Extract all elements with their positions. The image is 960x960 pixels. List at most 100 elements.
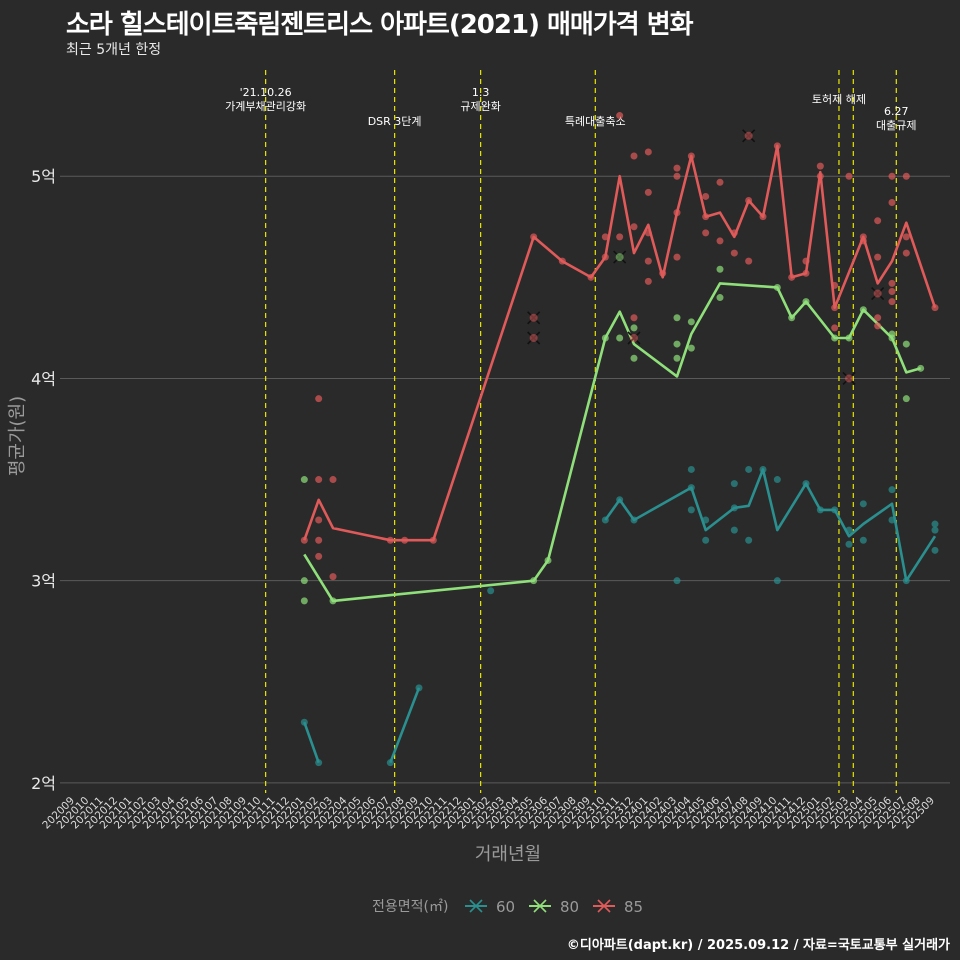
point-85 <box>329 476 337 484</box>
cross-marker-80 <box>613 250 627 264</box>
point-85 <box>587 273 595 281</box>
point-80 <box>300 597 308 605</box>
legend-item-60: 60 <box>465 898 515 916</box>
point-85 <box>831 281 839 289</box>
x-axis-label: 거래년월 <box>475 844 541 865</box>
x-axis-ticks: 2020092020102020112020122021012021022021… <box>40 794 937 831</box>
point-60 <box>687 465 695 473</box>
point-80 <box>630 324 638 332</box>
point-80 <box>773 283 781 291</box>
point-60 <box>315 759 323 767</box>
point-60 <box>845 526 853 534</box>
point-85 <box>888 287 896 295</box>
point-85 <box>874 217 882 225</box>
point-85 <box>816 162 824 170</box>
event-label: '21.10.26 가계부채관리강화 <box>225 86 306 113</box>
point-80 <box>917 364 925 372</box>
point-85 <box>716 178 724 186</box>
y-tick-label: 5억 <box>31 167 56 186</box>
point-85 <box>687 152 695 160</box>
point-80 <box>802 298 810 306</box>
point-85 <box>888 172 896 180</box>
event-label: 1.3 규제완화 <box>460 86 500 113</box>
point-60 <box>386 759 394 767</box>
point-85 <box>558 257 566 265</box>
point-85 <box>931 304 939 312</box>
legend-item-80: 80 <box>529 898 579 916</box>
point-60 <box>730 504 738 512</box>
point-85 <box>315 536 323 544</box>
point-80 <box>329 597 337 605</box>
point-85 <box>773 142 781 150</box>
point-85 <box>902 172 910 180</box>
point-60 <box>802 480 810 488</box>
point-85 <box>874 322 882 330</box>
chart-title: 소라 힐스테이트죽림젠트리스 아파트(2021) 매매가격 변화 <box>66 10 694 40</box>
point-60 <box>816 506 824 514</box>
legend-item-85: 85 <box>593 898 643 916</box>
point-85 <box>673 164 681 172</box>
point-85 <box>630 152 638 160</box>
point-85 <box>315 552 323 560</box>
point-60 <box>687 484 695 492</box>
point-85 <box>616 112 624 120</box>
point-80 <box>630 354 638 362</box>
point-80 <box>859 306 867 314</box>
point-85 <box>902 249 910 257</box>
event-label: 특례대출축소 <box>565 115 626 128</box>
point-85 <box>630 223 638 231</box>
point-80 <box>845 334 853 342</box>
chart-caption: ©디아파트(dapt.kr) / 2025.09.12 / 자료=국토교통부 실… <box>566 938 950 953</box>
point-85 <box>673 209 681 217</box>
point-80 <box>530 577 538 585</box>
point-85 <box>902 233 910 241</box>
point-85 <box>601 233 609 241</box>
point-85 <box>802 269 810 277</box>
point-85 <box>888 279 896 287</box>
point-60 <box>702 516 710 524</box>
line-80 <box>303 282 922 603</box>
point-60 <box>931 546 939 554</box>
point-60 <box>730 526 738 534</box>
point-85 <box>859 237 867 245</box>
point-80 <box>544 556 552 564</box>
point-60 <box>773 577 781 585</box>
point-60 <box>673 577 681 585</box>
legend: 전용면적(㎡) 60 80 85 <box>372 898 643 916</box>
point-60 <box>730 480 738 488</box>
point-80 <box>300 577 308 585</box>
point-85 <box>702 192 710 200</box>
point-60 <box>745 536 753 544</box>
point-60 <box>859 536 867 544</box>
point-85 <box>874 253 882 261</box>
cross-marker-85 <box>627 331 641 345</box>
point-60 <box>601 516 609 524</box>
point-85 <box>874 314 882 322</box>
legend-title: 전용면적(㎡) <box>372 899 448 915</box>
point-60 <box>415 684 423 692</box>
point-85 <box>816 172 824 180</box>
point-85 <box>530 233 538 241</box>
series-points <box>300 112 939 767</box>
point-60 <box>831 506 839 514</box>
cross-marker-85 <box>871 286 885 301</box>
y-tick-label: 2억 <box>31 774 56 793</box>
point-80 <box>902 395 910 403</box>
point-85 <box>673 253 681 261</box>
point-85 <box>329 573 337 581</box>
legend-label: 60 <box>496 898 515 916</box>
point-85 <box>716 237 724 245</box>
point-85 <box>601 253 609 261</box>
point-85 <box>788 273 796 281</box>
point-85 <box>315 395 323 403</box>
point-80 <box>716 265 724 273</box>
point-60 <box>888 516 896 524</box>
y-axis-ticks: 2억 3억 4억 5억 <box>31 167 56 793</box>
point-85 <box>845 172 853 180</box>
event-label: 토허제 해제 <box>812 92 866 106</box>
point-80 <box>616 334 624 342</box>
point-85 <box>616 233 624 241</box>
point-85 <box>673 172 681 180</box>
